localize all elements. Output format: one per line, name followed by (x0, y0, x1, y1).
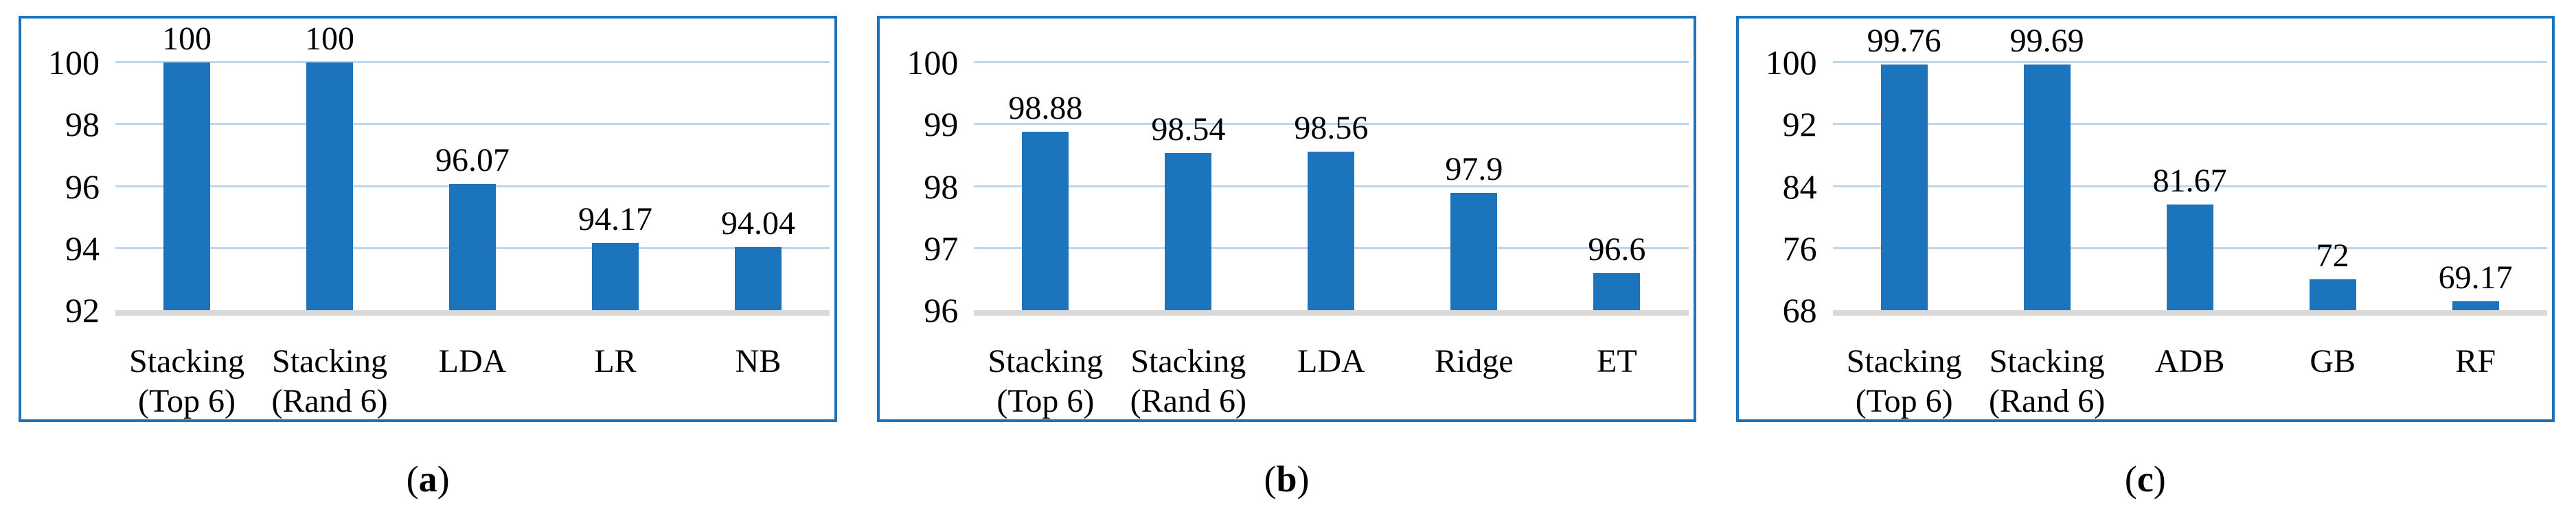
y-tick-label: 100 (907, 43, 959, 82)
x-axis-line (974, 310, 1689, 316)
value-label: 100 (305, 21, 354, 57)
value-label: 96.07 (435, 142, 510, 179)
gridline (1832, 185, 2547, 187)
value-label: 94.17 (578, 201, 652, 238)
category-label: Stacking (Rand 6) (271, 343, 388, 419)
category-label: Stacking (Rand 6) (1989, 343, 2106, 419)
caption-open-paren: ( (406, 458, 419, 500)
chart-panel-b: 100 99 98 97 96 98.88 Stacking (Top 6) 98.54 St… (858, 0, 1717, 525)
gridline (115, 123, 830, 126)
y-tick-label: 94 (65, 229, 100, 268)
bar (1308, 151, 1355, 310)
category-label: ET (1597, 343, 1637, 380)
bar (1022, 132, 1069, 310)
y-tick-label: 99 (924, 105, 959, 144)
value-label: 100 (162, 21, 212, 57)
bar (2309, 279, 2356, 310)
x-axis-line (1832, 310, 2547, 316)
caption-open-paren: ( (2124, 458, 2137, 500)
x-axis-line (115, 310, 830, 316)
chart-c-plot-area: 99.76 Stacking (Top 6) 99.69 Stacking (Rand… (1832, 19, 2547, 419)
value-label: 99.69 (2009, 23, 2084, 60)
value-label: 81.67 (2152, 162, 2227, 199)
category-label: Stacking (Rand 6) (1130, 343, 1246, 419)
bar (1593, 272, 1641, 310)
gridline (115, 61, 830, 63)
chart-a-box: 100 98 96 94 92 100 Stacking (Top 6) 100 Stacki… (19, 16, 838, 422)
bar (1880, 64, 1928, 310)
category-label: Stacking (Top 6) (988, 343, 1104, 419)
category-label: LDA (438, 343, 507, 380)
y-tick-label: 96 (65, 167, 100, 206)
category-label: GB (2310, 343, 2356, 380)
bar (735, 246, 782, 310)
chart-a-plot-area: 100 Stacking (Top 6) 100 Stacking (Rand 6) 9… (115, 19, 830, 419)
y-tick-label: 98 (924, 167, 959, 206)
gridline (974, 61, 1689, 63)
category-label: Stacking (Top 6) (1846, 343, 1962, 419)
category-label: RF (2455, 343, 2496, 380)
y-tick-label: 98 (65, 105, 100, 144)
category-label: Ridge (1435, 343, 1514, 380)
y-tick-label: 97 (924, 229, 959, 268)
caption-close-paren: ) (2153, 458, 2166, 500)
value-label: 97.9 (1445, 150, 1503, 187)
category-label: ADB (2154, 343, 2225, 380)
y-tick-label: 100 (1765, 43, 1817, 82)
chart-b-plot-area: 98.88 Stacking (Top 6) 98.54 Stacking (Rand… (974, 19, 1689, 419)
bar (2452, 301, 2499, 310)
caption-letter: c (2136, 458, 2154, 500)
chart-a-caption: (a) (19, 454, 837, 509)
bar (163, 62, 210, 310)
chart-a-y-axis: 100 98 96 94 92 (21, 19, 105, 419)
chart-b-y-axis: 100 99 98 97 96 (880, 19, 964, 419)
caption-letter: a (418, 458, 437, 500)
y-tick-label: 76 (1782, 229, 1817, 268)
chart-panel-a: 100 98 96 94 92 100 Stacking (Top 6) 100 Stacki… (0, 0, 858, 525)
value-label: 98.54 (1151, 110, 1226, 148)
value-label: 98.56 (1294, 109, 1369, 146)
chart-b-box: 100 99 98 97 96 98.88 Stacking (Top 6) 98.54 St… (877, 16, 1696, 422)
bar (449, 184, 496, 310)
caption-open-paren: ( (1264, 458, 1277, 500)
category-label: LDA (1297, 343, 1365, 380)
chart-panel-c: 100 92 84 76 68 99.76 Stacking (Top 6) 99.69 St… (1718, 0, 2576, 525)
y-tick-label: 92 (65, 291, 100, 329)
caption-close-paren: ) (437, 458, 450, 500)
chart-c-caption: (c) (1736, 454, 2555, 509)
y-tick-label: 68 (1782, 291, 1817, 329)
bar (1450, 192, 1498, 310)
chart-b-caption: (b) (877, 454, 1696, 509)
caption-close-paren: ) (1297, 458, 1310, 500)
caption-letter: b (1276, 458, 1297, 500)
value-label: 96.6 (1588, 231, 1646, 268)
bar (2023, 65, 2071, 310)
value-label: 72 (2316, 237, 2349, 274)
category-label: NB (735, 343, 782, 380)
chart-c-box: 100 92 84 76 68 99.76 Stacking (Top 6) 99.69 St… (1735, 16, 2555, 422)
value-label: 99.76 (1867, 22, 1941, 59)
category-label: Stacking (Top 6) (129, 343, 244, 419)
y-tick-label: 96 (924, 291, 959, 329)
bar (1165, 152, 1212, 310)
gridline (974, 123, 1689, 126)
value-label: 69.17 (2438, 259, 2513, 296)
gridline (1832, 61, 2547, 63)
y-tick-label: 92 (1782, 105, 1817, 144)
value-label: 98.88 (1008, 90, 1083, 127)
y-tick-label: 84 (1782, 167, 1817, 206)
bar (2166, 204, 2213, 310)
gridline (1832, 123, 2547, 126)
category-label: LR (594, 343, 637, 380)
chart-c-y-axis: 100 92 84 76 68 (1739, 19, 1823, 419)
bar (592, 243, 639, 310)
y-tick-label: 100 (48, 43, 100, 82)
bar (306, 62, 353, 310)
value-label: 94.04 (721, 205, 795, 242)
